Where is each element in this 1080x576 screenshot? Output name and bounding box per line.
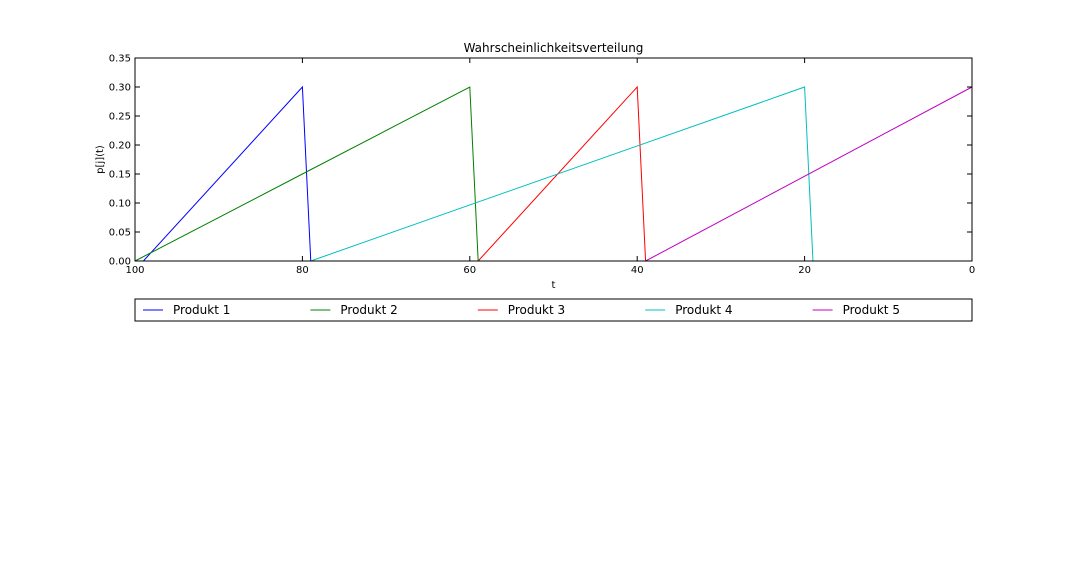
series-line-5 xyxy=(135,86,973,262)
axes-layer: 100 80 60 40 20 0 0.00 0.05 0.10 0.15 0.20 0.25 0.30… xyxy=(109,54,975,277)
series-line-4 xyxy=(135,86,972,262)
y-axis-label: p[j](t) xyxy=(95,145,106,174)
y-tick-label: 0.00 xyxy=(109,257,131,268)
x-tick-label: 100 xyxy=(125,265,144,276)
x-tick-label: 40 xyxy=(631,265,644,276)
legend-box xyxy=(134,298,973,322)
y-tick-label: 0.10 xyxy=(109,199,131,210)
x-tick-label: 20 xyxy=(798,265,811,276)
chart-title: Wahrscheinlichkeitsverteilung xyxy=(464,41,644,55)
y-tick-label: 0.30 xyxy=(109,83,131,94)
legend-label-4: Produkt 4 xyxy=(675,303,732,317)
y-tick-label: 0.15 xyxy=(109,170,131,181)
x-axis-label: t xyxy=(552,280,556,291)
legend: Produkt 1 Produkt 2 Produkt 3 Produkt 4 Prod… xyxy=(134,298,973,322)
plot-frame xyxy=(134,57,973,262)
x-tick-label: 80 xyxy=(296,265,309,276)
legend-label-2: Produkt 2 xyxy=(340,303,397,317)
y-tick-label: 0.25 xyxy=(109,112,131,123)
legend-label-5: Produkt 5 xyxy=(843,303,900,317)
y-tick-label: 0.20 xyxy=(109,141,131,152)
x-tick-label: 0 xyxy=(969,265,975,276)
legend-label-3: Produkt 3 xyxy=(508,303,565,317)
y-tick-label: 0.35 xyxy=(109,54,131,65)
legend-label-1: Produkt 1 xyxy=(173,303,230,317)
y-tick-label: 0.05 xyxy=(109,228,131,239)
x-tick-label: 60 xyxy=(463,265,476,276)
series-line-3 xyxy=(135,85,972,262)
series-line-1 xyxy=(135,85,972,262)
series-line-2 xyxy=(134,86,972,262)
series-layer xyxy=(134,85,973,262)
